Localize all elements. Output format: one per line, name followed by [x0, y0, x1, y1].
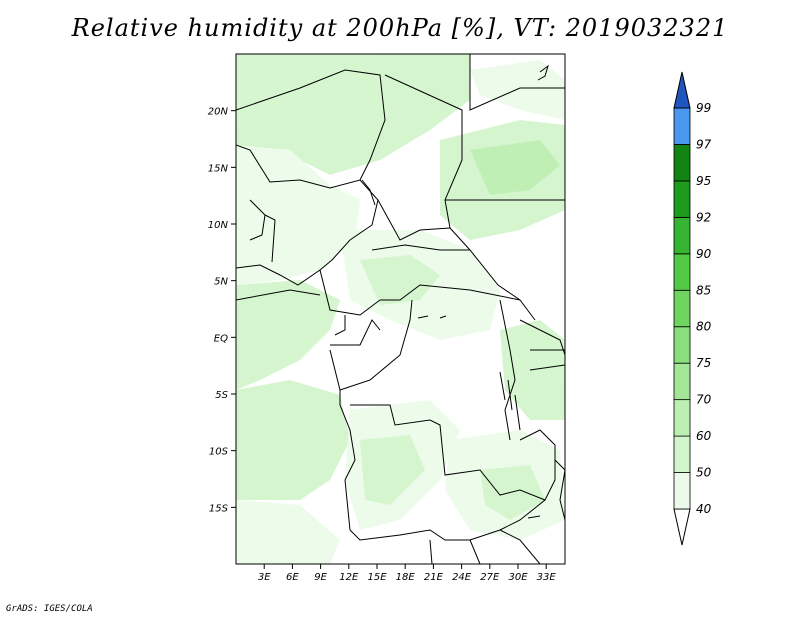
lat-tick-label: 15N: [208, 163, 229, 174]
lat-tick-label: 10S: [209, 447, 229, 458]
lat-tick-label: 5S: [215, 390, 228, 401]
colorbar-segment: [673, 107, 691, 145]
colorbar-segment: [673, 326, 691, 364]
grads-credit: GrADS: IGES/COLA: [6, 604, 93, 614]
lon-tick-label: 3E: [258, 572, 271, 583]
colorbar-label: 95: [696, 174, 711, 188]
lon-tick-label: 27E: [480, 572, 500, 583]
lat-tick-label: 20N: [208, 107, 229, 118]
colorbar-label: 92: [696, 210, 711, 224]
lon-tick-label: 30E: [508, 572, 528, 583]
colorbar-label: 75: [696, 356, 711, 370]
colorbar-high-arrow: [673, 71, 691, 109]
lat-tick-label: 5N: [214, 277, 228, 288]
lat-tick-label: EQ: [214, 333, 228, 344]
colorbar-segment: [673, 253, 691, 291]
colorbar-segment: [673, 289, 691, 328]
colorbar: 40 50 60 70 75 80 85 90 92 95 97 99: [673, 71, 712, 546]
lat-tick-label: 15S: [209, 503, 229, 514]
colorbar-segment: [673, 180, 691, 218]
colorbar-label: 85: [696, 283, 711, 297]
longitude-ticks: 3E 6E 9E 12E 15E 18E 21E 24E 27E 30E 33E: [258, 564, 557, 583]
country-borders: [236, 54, 565, 564]
latitude-ticks: 20N 15N 10N 5N EQ 5S 10S 15S: [208, 107, 236, 514]
colorbar-segment: [673, 216, 691, 255]
colorbar-label: 90: [696, 247, 712, 261]
lon-tick-label: 21E: [424, 572, 444, 583]
lon-tick-label: 18E: [396, 572, 416, 583]
colorbar-label: 80: [696, 320, 712, 334]
colorbar-segment: [673, 472, 691, 510]
colorbar-label: 99: [696, 101, 711, 115]
lon-tick-label: 6E: [286, 572, 299, 583]
lat-tick-label: 10N: [208, 220, 229, 231]
lon-tick-label: 24E: [452, 572, 472, 583]
colorbar-label: 60: [696, 429, 712, 443]
humidity-shading: [236, 54, 565, 564]
colorbar-segment: [673, 144, 691, 182]
map-frame: [235, 53, 566, 565]
lon-tick-label: 12E: [339, 572, 359, 583]
colorbar-label: 97: [696, 137, 712, 151]
lon-tick-label: 15E: [367, 572, 387, 583]
colorbar-low-arrow: [673, 508, 691, 546]
lon-tick-label: 33E: [537, 572, 557, 583]
colorbar-label: 40: [696, 502, 712, 516]
colorbar-segment: [673, 435, 691, 473]
colorbar-label: 70: [696, 393, 712, 407]
colorbar-segment: [673, 399, 691, 437]
colorbar-segment: [673, 362, 691, 401]
lon-tick-label: 9E: [314, 572, 327, 583]
colorbar-label: 50: [696, 466, 712, 480]
map-title: Relative humidity at 200hPa [%], VT: 201…: [71, 14, 729, 42]
